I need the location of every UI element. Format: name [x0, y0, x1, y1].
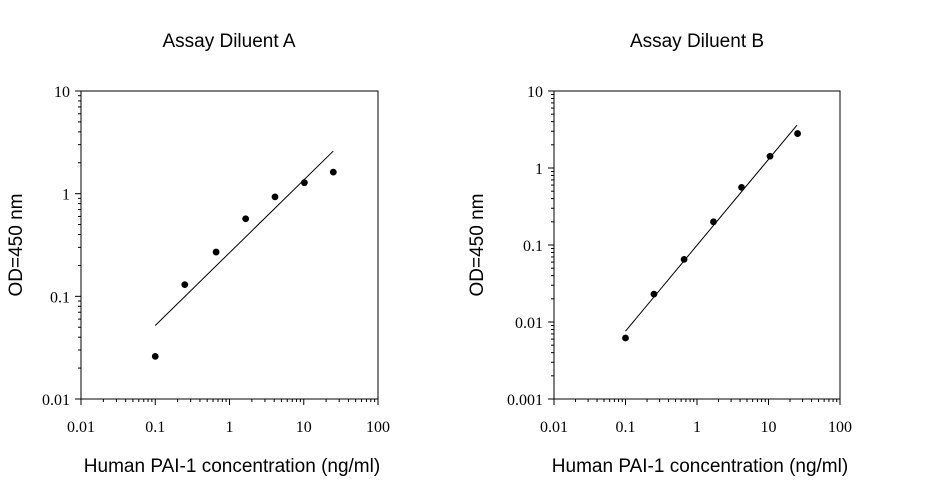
data-point	[242, 215, 250, 223]
data-point	[329, 168, 337, 176]
x-tick-label: 10	[761, 419, 777, 436]
x-tick-label: 0.01	[67, 419, 95, 436]
y-axis-label: OD=450 nm	[6, 194, 27, 297]
chart-title: Assay Diluent A	[162, 31, 295, 52]
y-tick-label: 0.01	[42, 392, 70, 409]
plot-frame	[80, 90, 379, 400]
y-tick-label: 0.1	[523, 238, 543, 255]
x-tick-label: 100	[828, 419, 852, 436]
x-axis-label: Human PAI-1 concentration (ng/ml)	[84, 456, 380, 477]
chart-panel-b: Assay Diluent B OD=450 nm Human PAI-1 conc…	[467, 31, 852, 477]
x-tick-label: 0.1	[616, 419, 636, 436]
chart-panel-a: Assay Diluent A OD=450 nm Human PAI-1 conc…	[6, 31, 390, 477]
y-tick-label: 1	[62, 187, 70, 204]
data-point	[710, 218, 717, 226]
data-point	[650, 290, 658, 298]
x-tick-label: 0.01	[540, 419, 568, 436]
fit-line	[625, 124, 798, 332]
x-tick-label: 100	[366, 419, 390, 436]
y-tick-label: 10	[54, 84, 70, 101]
y-tick-label: 0.001	[507, 392, 543, 409]
data-point	[738, 183, 745, 191]
data-point	[622, 334, 629, 342]
y-tick-label: 0.1	[50, 289, 70, 306]
chart-title: Assay Diluent B	[630, 31, 764, 52]
fit-line	[154, 150, 334, 326]
x-tick-label: 1	[226, 419, 234, 436]
y-tick-label: 10	[527, 84, 543, 101]
x-tick-label: 0.1	[145, 419, 165, 436]
y-axis-label: OD=450 nm	[467, 194, 488, 297]
data-point	[271, 193, 279, 201]
x-tick-label: 10	[296, 419, 312, 436]
data-point	[300, 179, 308, 187]
data-point	[151, 352, 159, 360]
data-point	[181, 281, 189, 289]
data-point	[212, 248, 220, 256]
y-tick-label: 1	[535, 161, 543, 178]
y-tick-label: 0.01	[515, 315, 543, 332]
x-axis-label: Human PAI-1 concentration (ng/ml)	[552, 456, 848, 477]
data-point	[766, 152, 774, 160]
data-point	[680, 256, 688, 263]
data-point	[794, 130, 801, 137]
x-tick-label: 1	[693, 419, 701, 436]
